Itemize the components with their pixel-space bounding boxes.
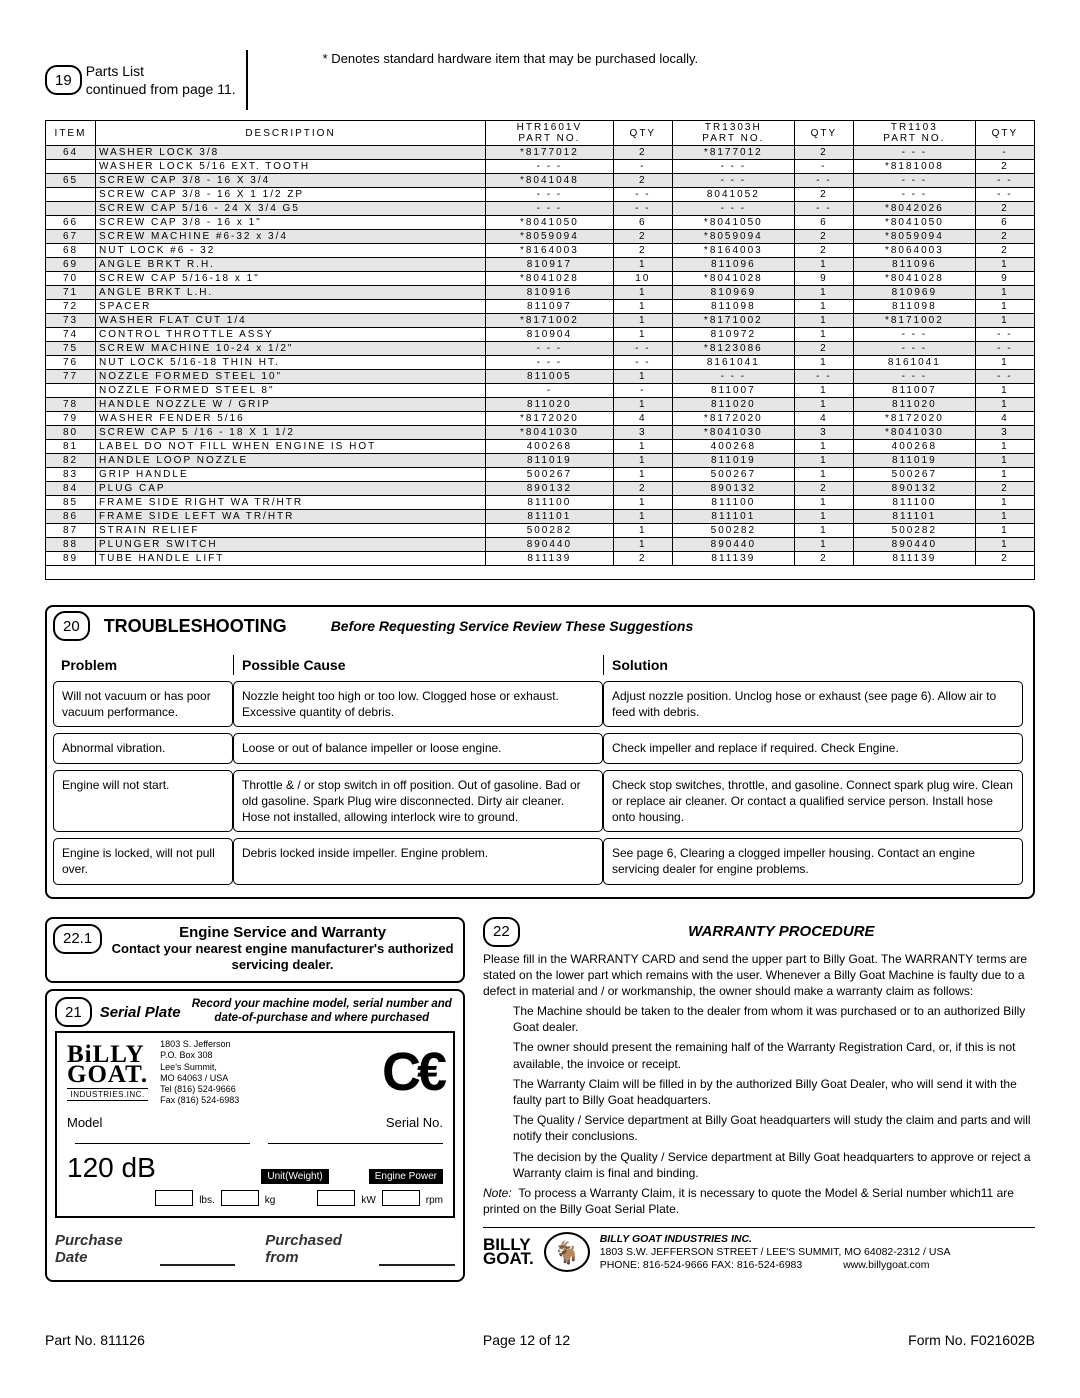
section-number-22-1: 22.1: [53, 924, 102, 954]
engine-title: Engine Service and Warranty: [110, 924, 455, 941]
engine-subtitle: Contact your nearest engine manufacturer…: [110, 941, 455, 974]
kw-field[interactable]: [317, 1190, 355, 1206]
table-row: 72SPACER811097181109818110981: [46, 300, 1035, 314]
table-row: 84PLUG CAP890132289013228901322: [46, 482, 1035, 496]
table-row: 78HANDLE NOZZLE W / GRIP8110201811020181…: [46, 398, 1035, 412]
purchase-date-field[interactable]: [160, 1252, 236, 1266]
troubleshooting-subtitle: Before Requesting Service Review These S…: [331, 618, 694, 634]
table-row: 66SCREW CAP 3/8 - 16 x 1"*80410506*80410…: [46, 216, 1035, 230]
table-row: 85FRAME SIDE RIGHT WA TR/HTR811100181110…: [46, 496, 1035, 510]
parts-table: ITEMDESCRIPTIONHTR1601VPART NO.QTYTR1303…: [45, 120, 1035, 580]
table-row: 70SCREW CAP 5/16-18 x 1"*804102810*80410…: [46, 272, 1035, 286]
table-row: 64WASHER LOCK 3/8*81770122*81770122- - -…: [46, 146, 1035, 160]
table-row: 71ANGLE BRKT L.H.810916181096918109691: [46, 286, 1035, 300]
continued-from: continued from page 11.: [86, 81, 236, 97]
warranty-title: WARRANTY PROCEDURE: [528, 923, 1035, 940]
table-row: 86FRAME SIDE LEFT WA TR/HTR8111011811101…: [46, 510, 1035, 524]
serial-field[interactable]: [268, 1130, 443, 1144]
troubleshooting-table: ProblemPossible CauseSolution Will not v…: [53, 649, 1023, 891]
serial-plate-box: 21 Serial Plate Record your machine mode…: [45, 989, 465, 1282]
engine-power-tag: Engine Power: [369, 1169, 443, 1184]
section-number-19: 19: [45, 65, 82, 95]
table-row: Will not vacuum or has poor vacuum perfo…: [53, 681, 1023, 727]
table-row: WASHER LOCK 5/16 EXT. TOOTH- - --- - --*…: [46, 160, 1035, 174]
table-row: 79WASHER FENDER 5/16*81720204*81720204*8…: [46, 412, 1035, 426]
warranty-item: The Quality / Service department at Bill…: [513, 1112, 1035, 1144]
table-row: 81LABEL DO NOT FILL WHEN ENGINE IS HOT40…: [46, 440, 1035, 454]
section-number-22: 22: [483, 917, 520, 947]
serial-plate: BiLLY GOAT. INDUSTRIES.INC. 1803 S. Jeff…: [55, 1031, 455, 1218]
table-row: 82HANDLE LOOP NOZZLE81101918110191811019…: [46, 454, 1035, 468]
table-row: 88PLUNGER SWITCH890440189044018904401: [46, 538, 1035, 552]
table-row: 74CONTROL THROTTLE ASSY81090418109721- -…: [46, 328, 1035, 342]
db-label: 120 dB: [67, 1152, 156, 1184]
warranty-item: The decision by the Quality / Service de…: [513, 1149, 1035, 1181]
form-no: Form No. F021602B: [908, 1332, 1035, 1348]
company-address: 1803 S. JeffersonP.O. Box 308Lee's Summi…: [160, 1039, 239, 1107]
note-label: Note:: [483, 1186, 512, 1200]
table-row: SCREW CAP 5/16 - 24 X 3/4 G5- - -- -- - …: [46, 202, 1035, 216]
table-row: 76NUT LOCK 5/16-18 THIN HT.- - -- -81610…: [46, 356, 1035, 370]
table-row: 65SCREW CAP 3/8 - 16 X 3/4*80410482- - -…: [46, 174, 1035, 188]
table-row: 73WASHER FLAT CUT 1/4*81710021*81710021*…: [46, 314, 1035, 328]
table-row: Abnormal vibration.Loose or out of balan…: [53, 733, 1023, 763]
serial-record-note: Record your machine model, serial number…: [189, 998, 455, 1026]
purchase-date-label: Purchase Date: [55, 1232, 154, 1266]
company-addr: 1803 S.W. JEFFERSON STREET / LEE'S SUMMI…: [600, 1246, 951, 1259]
company-name: BILLY GOAT INDUSTRIES INC.: [600, 1233, 951, 1246]
table-row: 75SCREW MACHINE 10-24 x 1/2"- - -- -*812…: [46, 342, 1035, 356]
table-row: Engine is locked, will not pull over.Deb…: [53, 838, 1023, 884]
unit-weight-tag: Unit(Weight): [261, 1169, 328, 1184]
billy-goat-brand: BILLYGOAT.: [483, 1238, 534, 1267]
purchased-from-field[interactable]: [379, 1252, 455, 1266]
warranty-item: The Warranty Claim will be filled in by …: [513, 1076, 1035, 1108]
lbs-field[interactable]: [155, 1190, 193, 1206]
table-row: 89TUBE HANDLE LIFT811139281113928111392: [46, 552, 1035, 566]
table-row: 68NUT LOCK #6 - 32*81640032*81640032*806…: [46, 244, 1035, 258]
company-footer: BILLYGOAT. 🐐 BILLY GOAT INDUSTRIES INC. …: [483, 1232, 1035, 1272]
page-footer: Part No. 811126 Page 12 of 12 Form No. F…: [45, 1332, 1035, 1348]
engine-service-box: 22.1 Engine Service and Warranty Contact…: [45, 917, 465, 984]
page-num: Page 12 of 12: [483, 1332, 570, 1348]
warranty-note: To process a Warranty Claim, it is neces…: [483, 1186, 1014, 1216]
parts-list-label: Parts List: [86, 63, 144, 79]
warranty-item: The owner should present the remaining h…: [513, 1039, 1035, 1071]
table-row: 77NOZZLE FORMED STEEL 10"8110051- - -- -…: [46, 370, 1035, 384]
rpm-field[interactable]: [382, 1190, 420, 1206]
model-label: Model: [67, 1115, 102, 1130]
warranty-intro: Please fill in the WARRANTY CARD and sen…: [483, 951, 1035, 1000]
warranty-item: The Machine should be taken to the deale…: [513, 1003, 1035, 1035]
part-no: Part No. 811126: [45, 1332, 145, 1348]
company-web: www.billygoat.com: [843, 1259, 929, 1271]
purchased-from-label: Purchased from: [265, 1232, 373, 1266]
kg-field[interactable]: [221, 1190, 259, 1206]
table-row: SCREW CAP 3/8 - 16 X 1 1/2 ZP- - -- -804…: [46, 188, 1035, 202]
serial-no-label: Serial No.: [386, 1115, 443, 1130]
troubleshooting-title: TROUBLESHOOTING: [104, 616, 287, 637]
divider: [246, 50, 248, 110]
serial-plate-label: Serial Plate: [100, 1004, 181, 1021]
troubleshooting-section: 20 TROUBLESHOOTING Before Requesting Ser…: [45, 605, 1035, 899]
parts-list-header: 19 Parts List continued from page 11. * …: [45, 50, 1035, 110]
table-row: Engine will not start.Throttle & / or st…: [53, 770, 1023, 833]
table-row: NOZZLE FORMED STEEL 8"--81100718110071: [46, 384, 1035, 398]
ce-mark-icon: C€: [382, 1054, 443, 1092]
model-field[interactable]: [75, 1130, 250, 1144]
section-number-20: 20: [53, 611, 90, 641]
table-row: 80SCREW CAP 5 /16 - 18 X 1 1/2*80410303*…: [46, 426, 1035, 440]
section-number-21: 21: [55, 997, 92, 1027]
table-row: 83GRIP HANDLE500267150026715002671: [46, 468, 1035, 482]
table-row: 67SCREW MACHINE #6-32 x 3/4*80590942*805…: [46, 230, 1035, 244]
company-phone: PHONE: 816-524-9666 FAX: 816-524-6983: [600, 1259, 803, 1271]
denotes-note: * Denotes standard hardware item that ma…: [323, 50, 699, 68]
warranty-body: Please fill in the WARRANTY CARD and sen…: [483, 951, 1035, 1218]
table-row: 87STRAIN RELIEF500282150028215002821: [46, 524, 1035, 538]
billy-goat-logo: BiLLY GOAT. INDUSTRIES.INC.: [67, 1045, 148, 1101]
goat-icon: 🐐: [544, 1232, 590, 1272]
table-row: 69ANGLE BRKT R.H.810917181109618110961: [46, 258, 1035, 272]
